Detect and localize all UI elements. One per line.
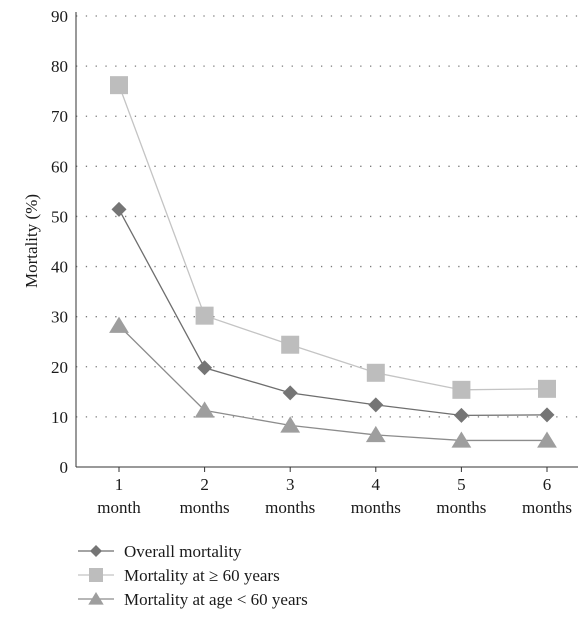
- data-point: [366, 363, 385, 382]
- y-tick-labels: 0 10 20 30 40 50 60 70 80 90: [51, 7, 68, 477]
- x-tick-label: months: [351, 498, 401, 517]
- y-tick-label: 60: [51, 157, 68, 176]
- y-tick-label: 80: [51, 57, 68, 76]
- data-point: [195, 306, 214, 325]
- data-point: [365, 425, 386, 443]
- x-tick-label: month: [97, 498, 141, 517]
- data-point: [197, 360, 213, 376]
- x-tick-label: 1: [115, 475, 124, 494]
- series: [109, 76, 557, 448]
- y-axis-title: Mortality (%): [22, 194, 41, 288]
- data-point: [368, 397, 384, 413]
- data-point: [539, 407, 555, 423]
- data-point: [111, 201, 127, 217]
- x-tick-label: months: [436, 498, 486, 517]
- y-tick-label: 90: [51, 7, 68, 26]
- legend: Overall mortality Mortality at ≥ 60 years…: [78, 542, 308, 609]
- y-tick-label: 40: [51, 258, 68, 277]
- legend-label: Mortality at age < 60 years: [124, 590, 308, 609]
- legend-label: Mortality at ≥ 60 years: [124, 566, 280, 585]
- legend-marker: [90, 545, 102, 557]
- data-point: [453, 407, 469, 423]
- x-tick-label: 3: [286, 475, 295, 494]
- series-line: [118, 84, 548, 391]
- data-point: [452, 380, 471, 399]
- x-tick-label: 4: [372, 475, 381, 494]
- y-tick-label: 30: [51, 308, 68, 327]
- data-point: [538, 379, 556, 398]
- data-point: [110, 76, 128, 95]
- data-point: [537, 431, 557, 448]
- data-point: [109, 316, 129, 333]
- series-line: [118, 209, 548, 417]
- y-tick-label: 50: [51, 207, 68, 226]
- x-tick-label: 5: [457, 475, 466, 494]
- y-tick-label: 10: [51, 408, 68, 427]
- series-line: [118, 325, 547, 442]
- x-tick-label: months: [180, 498, 230, 517]
- y-tick-label: 0: [60, 458, 69, 477]
- x-tick-label: 6: [543, 475, 552, 494]
- x-tick-labels: 1 month 2 months 3 months 4 months 5 months 6 month…: [97, 475, 572, 517]
- data-point: [281, 335, 300, 354]
- data-point: [280, 416, 301, 433]
- legend-marker: [89, 568, 103, 582]
- data-point: [194, 401, 215, 418]
- legend-label: Overall mortality: [124, 542, 242, 561]
- data-point: [282, 385, 298, 401]
- axes: [75, 12, 578, 472]
- x-tick-label: months: [265, 498, 315, 517]
- y-tick-label: 20: [51, 358, 68, 377]
- legend-marker: [88, 592, 104, 605]
- x-tick-label: months: [522, 498, 572, 517]
- y-tick-label: 70: [51, 107, 68, 126]
- data-point: [451, 431, 472, 448]
- x-tick-label: 2: [200, 475, 209, 494]
